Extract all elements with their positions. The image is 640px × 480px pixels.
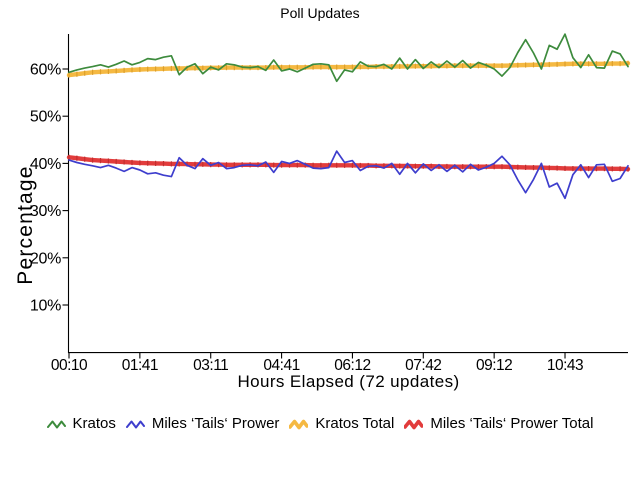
y-tick-label: 30%	[30, 203, 61, 220]
x-tick-label: 10:43	[547, 357, 583, 374]
legend: Kratos Miles ‘Tails‘ Prower Kratos Total Mi…	[0, 415, 640, 432]
y-tick-label: 60%	[30, 62, 61, 79]
series-miles-tails-prower-total	[66, 155, 631, 172]
x-tick-label: 00:10	[51, 357, 88, 374]
series-miles-tails-prower	[68, 150, 629, 200]
y-tick-label: 20%	[30, 250, 61, 267]
x-tick-label: 04:41	[263, 357, 299, 374]
plot-area: 10% 20% 30% 40% 50% 60% 00:10 01:41 03:11 04:41 06…	[30, 33, 631, 374]
x-tick-label: 01:41	[122, 357, 158, 374]
legend-item-kratos-total: Kratos Total	[289, 415, 394, 432]
x-tick-label: 09:12	[476, 357, 512, 374]
legend-kratos-line-icon	[46, 420, 66, 428]
legend-label: Kratos	[72, 415, 116, 432]
legend-label: Kratos Total	[315, 415, 395, 432]
legend-label: Miles ‘Tails‘ Prower	[151, 415, 280, 432]
y-tick-label: 40%	[30, 156, 61, 173]
legend-label: Miles ‘Tails‘ Prower Total	[430, 415, 594, 432]
legend-item-kratos: Kratos	[46, 415, 116, 432]
x-tick-label: 06:12	[334, 357, 370, 374]
series-kratos-total	[66, 61, 631, 78]
y-tick-label: 10%	[30, 298, 61, 315]
legend-miles-tails-prower-total-line-icon	[404, 419, 424, 429]
legend-item-miles-tails-prower-total: Miles ‘Tails‘ Prower Total	[404, 415, 593, 432]
x-tick-label: 07:42	[405, 357, 441, 374]
x-tick-label: 03:11	[193, 357, 228, 374]
chart-title: Poll Updates	[280, 5, 360, 21]
legend-item-miles-tails-prower: Miles ‘Tails‘ Prower	[125, 415, 280, 432]
x-axis-title: Hours Elapsed (72 updates)	[237, 372, 460, 391]
series-kratos	[68, 33, 629, 83]
y-tick-label: 50%	[30, 109, 61, 126]
legend-miles-tails-prower-line-icon	[125, 420, 145, 428]
legend-kratos-total-line-icon	[289, 419, 309, 429]
